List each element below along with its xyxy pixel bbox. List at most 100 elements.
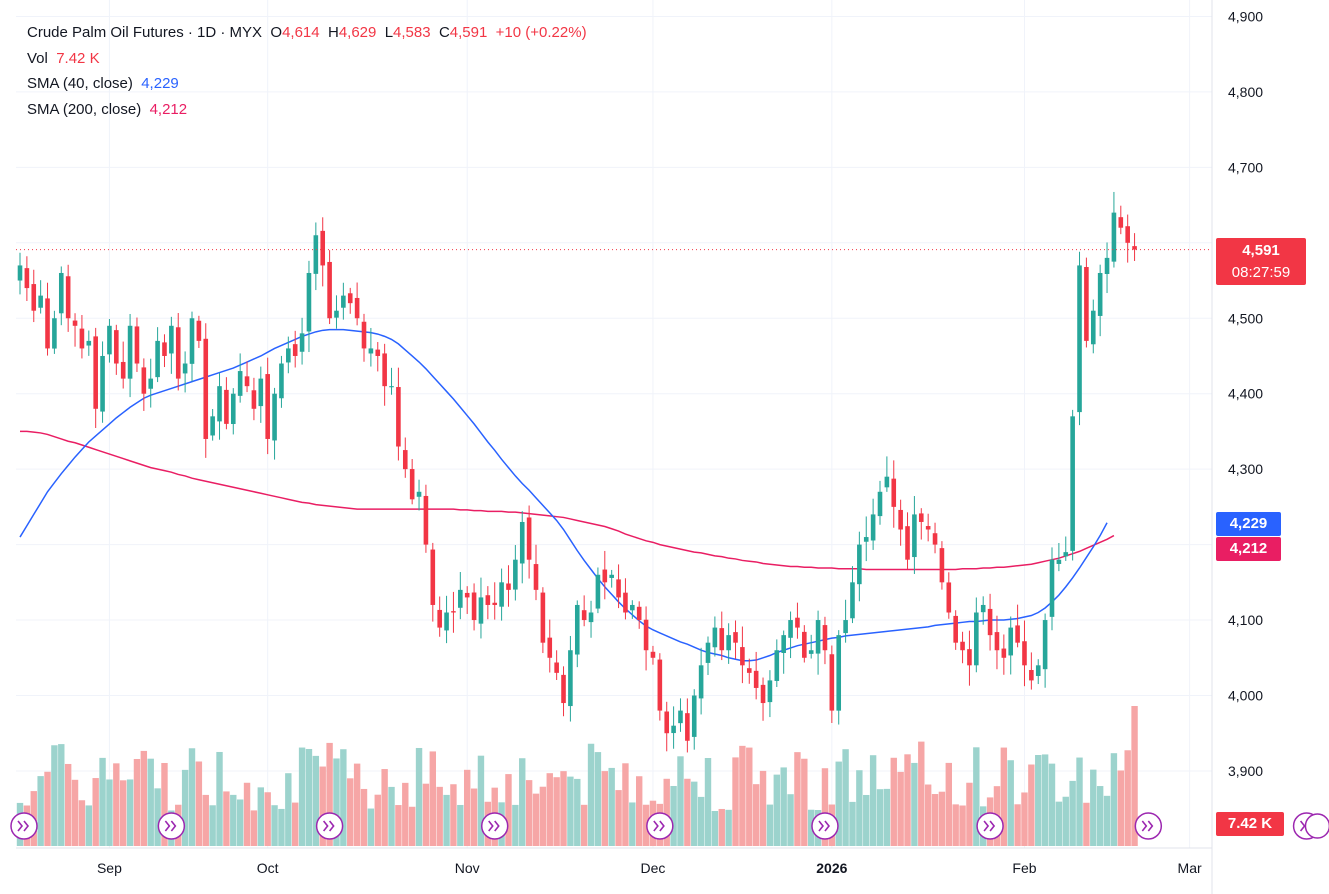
volume-bar xyxy=(560,771,567,846)
volume-bar xyxy=(869,755,877,846)
candle-up xyxy=(478,577,484,639)
candle-body xyxy=(609,574,614,578)
volume-bar xyxy=(773,774,780,846)
candle-down xyxy=(636,601,642,629)
volume-bar xyxy=(140,750,148,846)
time-axis[interactable]: SepOctNovDec2026FebMarAp xyxy=(97,860,1329,876)
volume-bar xyxy=(546,773,553,846)
candle-up xyxy=(574,600,580,668)
volume-bar xyxy=(725,809,732,846)
candle-down xyxy=(1015,604,1020,648)
candle-body xyxy=(877,491,883,517)
volume-bar xyxy=(938,791,946,846)
event-marker-icon[interactable] xyxy=(480,812,509,840)
symbol-title[interactable]: Crude Palm Oil Futures · 1D · MYX xyxy=(27,24,263,41)
volume-bar xyxy=(477,755,485,846)
candle-body xyxy=(182,363,188,374)
candle-body xyxy=(574,604,580,655)
candle-up xyxy=(1097,264,1103,337)
candle-down xyxy=(898,499,903,546)
volume-bar xyxy=(842,749,849,846)
candle-up xyxy=(334,295,339,329)
candle-body xyxy=(788,620,793,638)
volume-bar xyxy=(374,794,381,846)
y-tick-label: 4,500 xyxy=(1228,310,1263,326)
volume-bar xyxy=(457,804,464,846)
volume-bar xyxy=(759,770,767,846)
candle-body xyxy=(52,318,57,349)
legend-volume[interactable]: Vol 7.42 K xyxy=(27,49,100,67)
candle-up xyxy=(815,610,821,675)
event-marker-icon[interactable] xyxy=(1134,812,1163,840)
legend-sma40[interactable]: SMA (40, close) 4,229 xyxy=(27,75,179,92)
candle-body xyxy=(416,491,422,497)
candle-up xyxy=(155,327,160,383)
candle-down xyxy=(244,361,250,393)
volume-bar xyxy=(629,802,636,846)
candle-body xyxy=(265,374,270,439)
candle-body xyxy=(1132,246,1137,250)
y-tick-label: 4,900 xyxy=(1228,8,1263,24)
volume-bar xyxy=(1041,754,1049,846)
volume-bar xyxy=(574,778,581,846)
candle-body xyxy=(1063,552,1069,557)
volume-bar xyxy=(106,779,113,846)
event-marker-icon[interactable] xyxy=(157,812,186,840)
sma40-line xyxy=(19,328,1108,662)
candle-down xyxy=(1125,214,1130,263)
event-marker-icon[interactable] xyxy=(976,812,1004,840)
candle-body xyxy=(774,650,780,681)
event-marker-icon[interactable] xyxy=(315,812,344,840)
event-markers[interactable] xyxy=(10,812,1329,840)
volume-bar xyxy=(1096,786,1104,846)
candle-body xyxy=(795,617,800,628)
candle-body xyxy=(189,318,195,364)
volume-bar xyxy=(353,763,361,846)
candle-up xyxy=(678,698,683,732)
candle-up xyxy=(850,566,855,624)
candle-body xyxy=(430,549,436,605)
volume-bar xyxy=(622,763,629,846)
candle-body xyxy=(808,650,814,654)
candle-up xyxy=(980,596,986,625)
volume-bar xyxy=(326,742,333,846)
volume-bar xyxy=(539,786,547,846)
candle-down xyxy=(361,313,367,362)
candle-body xyxy=(100,355,105,412)
price-axis[interactable]: 3,9004,0004,1004,2004,3004,4004,5004,600… xyxy=(1228,8,1263,779)
candle-up xyxy=(1063,536,1069,561)
legend-sma200[interactable]: SMA (200, close) 4,212 xyxy=(27,100,188,118)
candle-body xyxy=(148,378,154,389)
candle-down xyxy=(994,615,1000,670)
candle-body xyxy=(1056,559,1062,564)
volume-bar xyxy=(464,769,471,846)
candle-down xyxy=(451,591,456,633)
event-marker-icon[interactable] xyxy=(811,812,839,840)
candle-body xyxy=(1118,217,1124,228)
volume-bar xyxy=(890,757,897,846)
candle-up xyxy=(86,330,92,356)
candle-body xyxy=(526,517,532,560)
candle-down xyxy=(31,269,37,323)
candle-body xyxy=(258,378,264,407)
volume-bar xyxy=(250,810,258,846)
candle-up xyxy=(519,511,525,584)
candle-body xyxy=(974,612,979,666)
candle-body xyxy=(829,654,835,711)
volume-bar xyxy=(395,805,402,846)
candle-up xyxy=(258,366,264,423)
candle-body xyxy=(17,265,23,281)
low-value: 4,583 xyxy=(393,24,431,41)
candle-down xyxy=(1022,620,1027,687)
volume-bar xyxy=(388,786,395,846)
event-marker-icon[interactable] xyxy=(646,812,674,840)
candle-up xyxy=(513,545,518,601)
candle-down xyxy=(925,513,931,542)
volume-bar xyxy=(1048,763,1056,846)
candle-body xyxy=(843,620,848,634)
y-tick-label: 4,100 xyxy=(1228,612,1263,628)
event-marker-icon[interactable] xyxy=(10,812,38,840)
candle-down xyxy=(492,582,498,620)
candle-body xyxy=(368,348,374,354)
